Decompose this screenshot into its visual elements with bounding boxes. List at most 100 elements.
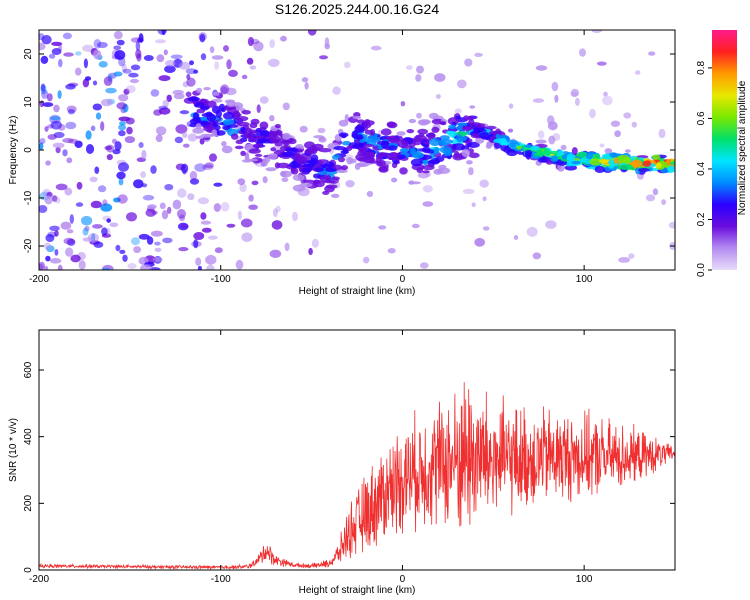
spectrogram-noise-blob [39, 100, 44, 108]
spectrogram-noise-blob [150, 89, 160, 97]
spectrogram-signal-blob [250, 118, 260, 125]
spectrogram-noise-blob [141, 149, 147, 160]
spectrogram-noise-blob [40, 55, 49, 64]
spectrogram-signal-blob [378, 159, 386, 167]
spectrogram-noise-blob [159, 202, 166, 210]
spectrogram-noise-blob [118, 116, 131, 122]
spectrogram-signal-blob [431, 126, 440, 133]
spectrogram-noise-blob [75, 51, 82, 56]
spectrogram-signal-blob [452, 143, 465, 151]
y-tick-label: 200 [23, 495, 34, 512]
spectrogram-noise-blob [122, 254, 128, 262]
spectrogram-signal-blob [609, 152, 618, 158]
spectrogram-signal-blob [265, 167, 277, 172]
spectrogram-signal-blob [318, 136, 327, 143]
spectrogram-signal-blob [215, 130, 226, 136]
spectrogram-signal-blob [550, 155, 559, 162]
spectrogram-noise-blob [246, 57, 254, 65]
spectrogram-noise-blob [49, 258, 62, 264]
spectrogram-noise-blob [123, 88, 130, 95]
spectrogram-signal-blob [272, 130, 283, 136]
spectrogram-noise-blob [532, 98, 545, 103]
spectrogram-noise-blob [317, 127, 326, 134]
spectrogram-signal-blob [516, 145, 522, 150]
spectrogram-noise-blob [434, 73, 446, 82]
spectrogram-signal-blob [544, 149, 551, 157]
spectrogram-noise-blob [151, 210, 158, 215]
spectrogram-signal-blob [211, 129, 218, 136]
spectrogram-signal-blob [338, 119, 349, 127]
x-tick-label: -100 [211, 274, 231, 285]
spectrogram-signal-blob [485, 125, 497, 130]
axes-frame [38, 329, 676, 571]
spectrogram-noise-blob [41, 89, 49, 100]
spectrogram-noise-blob [174, 136, 184, 144]
y-tick-label: 20 [23, 48, 34, 60]
spectrogram-noise-blob [92, 80, 98, 86]
spectrogram-noise-blob [140, 264, 152, 270]
colorbar-label: Normalized spectral amplitude [737, 80, 748, 215]
spectrogram-noise-blob [415, 74, 422, 82]
spectrogram-noise-blob [269, 249, 282, 258]
spectrogram-noise-blob [284, 242, 290, 252]
spectrogram-noise-blob [115, 244, 121, 252]
spectrogram-noise-blob [280, 35, 287, 42]
spectrogram-signal-blob [363, 120, 375, 126]
spectrogram-noise-blob [55, 183, 68, 191]
spectrogram-noise-blob [118, 94, 129, 102]
spectrogram-signal-blob [453, 150, 460, 159]
spectrogram-noise-blob [658, 128, 666, 139]
spectrogram-noise-blob [178, 247, 189, 252]
spectrogram-signal-blob [422, 164, 435, 171]
spectrogram-noise-blob [103, 76, 113, 86]
spectrogram-noise-blob [596, 61, 607, 66]
spectrogram-noise-blob [153, 109, 163, 116]
spectrogram-noise-blob [363, 256, 370, 264]
spectrogram-noise-blob [416, 112, 422, 119]
spectrogram-noise-blob [116, 171, 126, 180]
snr-axes: -200 -100 0 100 0 200 400 600 [23, 329, 676, 585]
spectrogram-noise-blob [200, 53, 207, 61]
spectrogram-signal-blob [461, 149, 471, 157]
spectrogram-signal-blob [422, 170, 430, 174]
spectrogram-noise-blob [118, 130, 126, 137]
spectrogram-noise-blob [417, 172, 430, 179]
spectrogram-noise-blob [464, 58, 473, 67]
spectrogram-noise-blob [177, 209, 186, 219]
spectrogram-signal-blob [292, 152, 301, 158]
spectrogram-signal-blob [642, 160, 652, 167]
spectrogram-noise-blob [48, 53, 56, 59]
spectrogram-noise-blob [90, 125, 96, 132]
spectrogram-noise-blob [113, 45, 122, 51]
spectrogram-x-axis-label: Height of straight line (km) [299, 286, 416, 297]
spectrogram-noise-blob [220, 202, 230, 212]
spectrogram-noise-blob [131, 237, 140, 246]
spectrogram-noise-blob [60, 221, 72, 230]
spectrogram-signal-blob [495, 133, 501, 139]
spectrogram-noise-blob [259, 96, 269, 104]
spectrogram-signal-blob [396, 131, 406, 136]
spectrogram-noise-blob [189, 60, 194, 66]
spectrogram-signal-blob [252, 143, 263, 148]
spectrogram-noise-blob [150, 165, 157, 174]
spectrogram-noise-blob [133, 179, 144, 189]
spectrogram-signal-blob [336, 169, 348, 173]
spectrogram-signal-blob [226, 124, 239, 128]
spectrogram-noise-blob [251, 180, 259, 186]
spectrogram-noise-blob [282, 102, 290, 111]
spectrogram-noise-blob [93, 241, 104, 248]
spectrogram-noise-blob [474, 52, 483, 58]
spectrogram-signal-blob [290, 167, 299, 175]
spectrogram-noise-blob [50, 120, 62, 130]
spectrogram-noise-blob [39, 138, 46, 145]
spectrogram-signal-blob [212, 91, 220, 96]
spectrogram-noise-blob [63, 52, 74, 57]
spectrogram-noise-blob [63, 237, 75, 245]
spectrogram-signal-blob [193, 112, 199, 121]
spectrogram-signal-blob [240, 126, 246, 132]
spectrogram-noise-blob [44, 242, 52, 250]
spectrogram-noise-blob [125, 85, 136, 94]
spectrogram-noise-blob [57, 124, 66, 131]
